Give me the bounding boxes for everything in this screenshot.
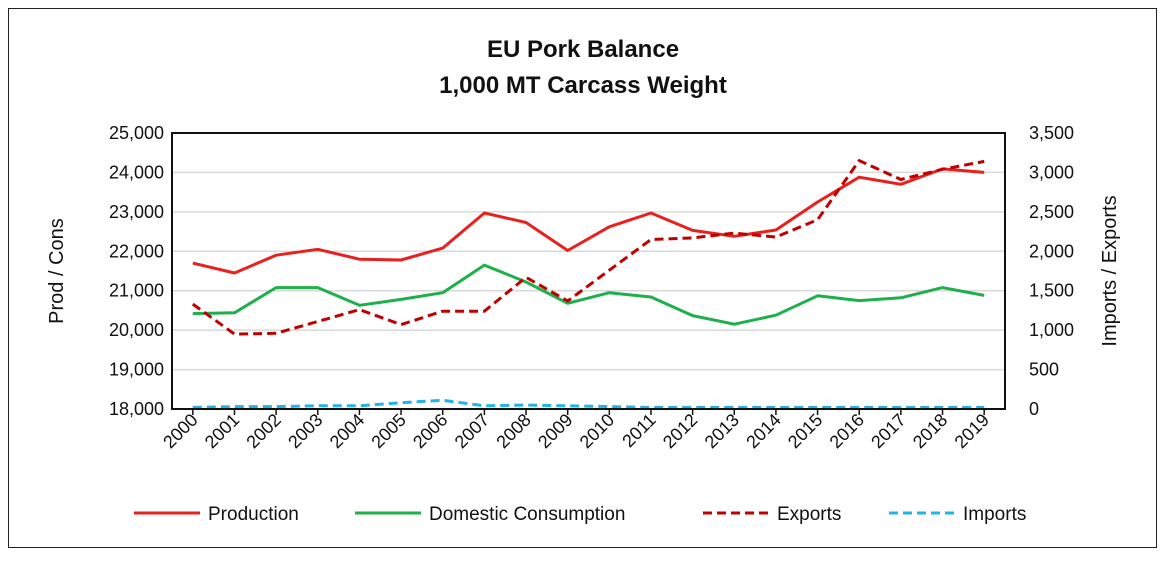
y2-tick-label: 1,000 — [1029, 320, 1074, 340]
x-tick-label: 2014 — [742, 410, 784, 452]
x-tick-label: 2010 — [576, 410, 618, 452]
x-tick-label: 2008 — [492, 410, 534, 452]
legend: Production Domestic Consumption Exports Imp… — [134, 504, 1026, 525]
plot-area-border — [171, 132, 1006, 410]
x-axis-ticks: 2000 2001 2002 2003 2004 2005 2006 2007 2008 2009… — [159, 409, 993, 452]
y2-tick-label: 0 — [1029, 399, 1039, 419]
chart-subtitle: 1,000 MT Carcass Weight — [439, 72, 727, 99]
gridlines — [172, 171, 1005, 371]
x-tick-label: 2002 — [242, 410, 284, 452]
y-tick-label: 25,000 — [109, 123, 164, 143]
line-chart: EU Pork Balance 1,000 MT Carcass Weight … — [46, 36, 1121, 525]
x-tick-label: 2005 — [367, 410, 409, 452]
x-tick-label: 2013 — [701, 410, 743, 452]
y2-tick-label: 500 — [1029, 360, 1059, 380]
y2-tick-label: 2,500 — [1029, 202, 1074, 222]
x-tick-label: 2003 — [284, 410, 326, 452]
left-axis-ticks: 18,000 19,000 20,000 21,000 22,000 23,000 24,0… — [109, 123, 164, 419]
legend-label: Exports — [777, 504, 841, 525]
x-tick-label: 2017 — [867, 410, 909, 452]
x-tick-label: 2015 — [784, 410, 826, 452]
y-tick-label: 22,000 — [109, 241, 164, 261]
series-line-exports — [191, 159, 985, 336]
x-tick-label: 2012 — [659, 410, 701, 452]
x-tick-label: 2006 — [409, 410, 451, 452]
legend-label: Production — [208, 504, 299, 525]
y2-tick-label: 2,000 — [1029, 241, 1074, 261]
y-tick-label: 18,000 — [109, 399, 164, 419]
y-tick-label: 21,000 — [109, 281, 164, 301]
y-tick-label: 20,000 — [109, 320, 164, 340]
chart-title: EU Pork Balance — [487, 36, 679, 63]
y2-tick-label: 3,000 — [1029, 162, 1074, 182]
chart-frame: EU Pork Balance 1,000 MT Carcass Weight … — [8, 8, 1157, 548]
x-tick-label: 2009 — [534, 410, 576, 452]
x-tick-label: 2019 — [951, 410, 993, 452]
right-axis-ticks: 0 500 1,000 1,500 2,000 2,500 3,000 3,500 — [1029, 123, 1074, 419]
legend-label: Domestic Consumption — [429, 504, 625, 525]
series-line-imports — [192, 398, 985, 409]
legend-label: Imports — [963, 504, 1026, 525]
x-tick-label: 2004 — [326, 410, 368, 452]
x-tick-label: 2011 — [618, 410, 660, 452]
y-tick-label: 24,000 — [109, 162, 164, 182]
left-axis-title: Prod / Cons — [46, 218, 68, 324]
y2-tick-label: 1,500 — [1029, 281, 1074, 301]
series-line-domestic-consumption — [192, 263, 985, 326]
x-tick-label: 2000 — [159, 410, 201, 452]
x-tick-label: 2018 — [909, 410, 951, 452]
y-tick-label: 19,000 — [109, 360, 164, 380]
y-tick-label: 23,000 — [109, 202, 164, 222]
right-axis-title: Imports / Exports — [1099, 195, 1121, 346]
x-tick-label: 2001 — [201, 410, 243, 452]
x-tick-label: 2007 — [451, 410, 493, 452]
x-tick-label: 2016 — [826, 410, 868, 452]
series-group — [191, 159, 985, 409]
y2-tick-label: 3,500 — [1029, 123, 1074, 143]
series-line-production — [192, 167, 985, 275]
